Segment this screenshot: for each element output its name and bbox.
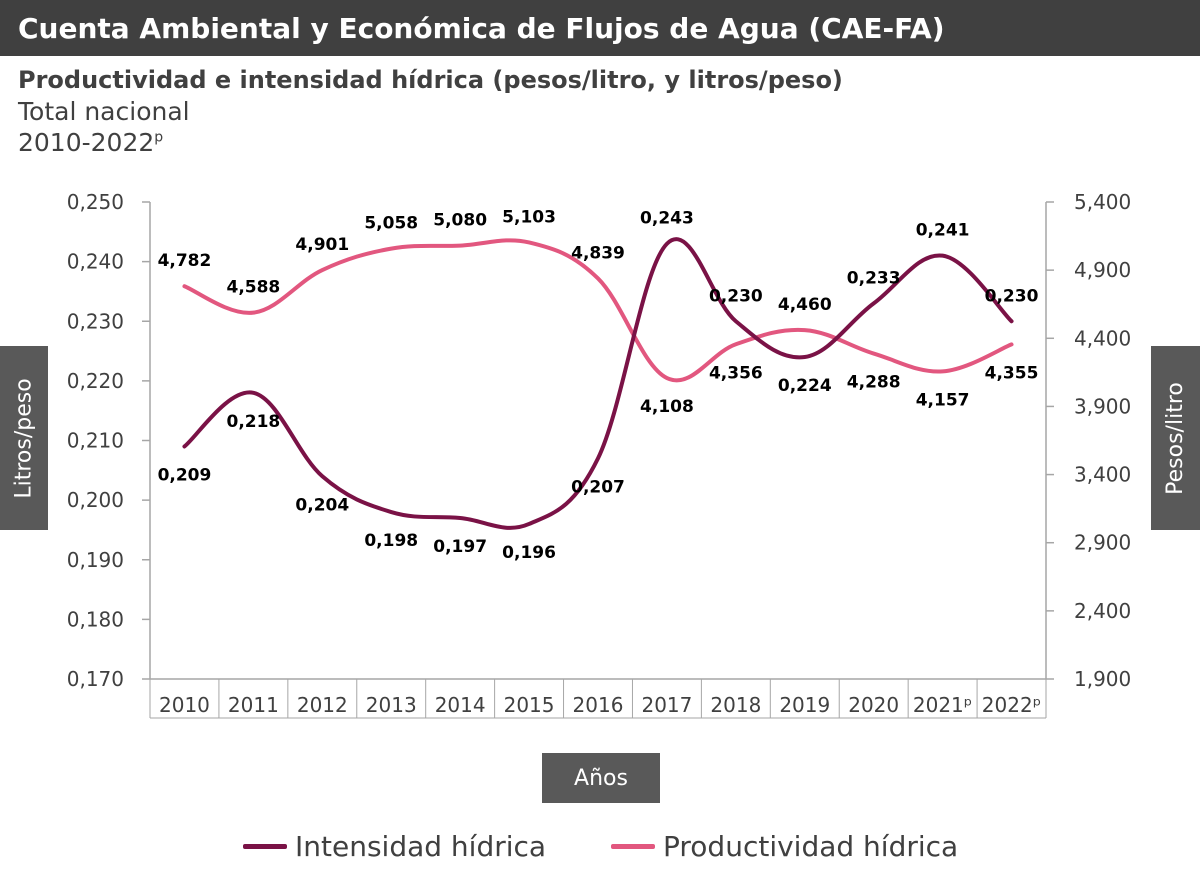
data-label-productividad: 4,460 [778,295,832,315]
legend-label-productividad: Productividad hídrica [663,830,959,863]
series-line-intensidad [182,237,1014,530]
left-axis-tick-label: 0,170 [67,667,124,691]
period-preliminary-mark: p [154,129,164,146]
left-axis-tick-label: 0,200 [67,488,124,512]
data-label-productividad: 4,108 [640,397,694,417]
data-label-productividad: 4,355 [985,363,1039,383]
header-title: Cuenta Ambiental y Económica de Flujos d… [18,12,945,45]
right-axis-tick-label: 3,400 [1074,463,1131,487]
left-axis-tick-label: 0,180 [67,607,124,631]
chart-subtitle-period: 2010-2022p [18,128,163,157]
data-label-productividad: 4,356 [709,363,763,383]
data-label-productividad: 4,288 [847,373,901,393]
x-axis-tick-label: 2018 [710,693,761,717]
x-axis-tick-label: 2010 [159,693,210,717]
x-axis-tick-label: 2020 [848,693,899,717]
data-label-intensidad: 0,224 [778,376,832,396]
x-axis-title-box: Años [542,753,660,803]
right-axis-tick-label: 1,900 [1074,667,1131,691]
left-axis-title: Litros/peso [11,377,37,499]
data-label-productividad: 4,157 [916,390,970,410]
x-axis-tick-label: 2022ᵖ [982,693,1041,717]
data-label-productividad: 5,058 [364,214,418,234]
x-axis-tick-label: 2011 [228,693,279,717]
data-label-intensidad: 0,230 [709,286,763,306]
x-axis-tick-label: 2021ᵖ [913,693,972,717]
data-label-intensidad: 0,197 [433,537,487,557]
left-axis-tick-label: 0,250 [67,190,124,214]
series-line-productividad [182,238,1014,383]
chart-subtitle-scope: Total nacional [18,97,190,126]
data-label-intensidad: 0,198 [364,531,418,551]
x-axis-title: Años [574,765,628,791]
data-label-productividad: 4,782 [158,251,212,271]
right-axis-tick-label: 2,400 [1074,599,1131,623]
data-label-intensidad: 0,243 [640,209,694,229]
legend-label-intensidad: Intensidad hídrica [295,830,547,863]
left-axis-tick-label: 0,190 [67,548,124,572]
data-label-intensidad: 0,196 [502,543,556,563]
x-axis-tick-label: 2014 [435,693,486,717]
data-label-productividad: 4,839 [571,243,625,263]
x-axis-tick-label: 2012 [297,693,348,717]
data-label-intensidad: 0,241 [916,221,970,241]
data-label-intensidad: 0,207 [571,477,625,497]
legend-item-productividad: Productividad hídrica [611,830,958,863]
data-label-intensidad: 0,230 [985,286,1039,306]
left-axis-tick-label: 0,220 [67,369,124,393]
legend-swatch-intensidad [243,844,287,849]
right-axis-tick-label: 4,900 [1074,258,1131,282]
chart-title: Productividad e intensidad hídrica (peso… [18,66,843,94]
legend-item-intensidad: Intensidad hídrica [243,830,546,863]
period-range: 2010-2022 [18,128,155,157]
right-axis-tick-label: 3,900 [1074,394,1131,418]
data-label-productividad: 5,103 [502,207,556,227]
left-axis-tick-label: 0,240 [67,250,124,274]
header-bar: Cuenta Ambiental y Económica de Flujos d… [0,0,1200,56]
right-axis-tick-label: 4,400 [1074,326,1131,350]
data-label-intensidad: 0,233 [847,268,901,288]
right-axis-title-box: Pesos/litro [1151,346,1200,530]
right-axis-tick-label: 2,900 [1074,531,1131,555]
left-axis-title-box: Litros/peso [0,346,48,530]
data-label-productividad: 4,901 [295,235,349,255]
x-axis-tick-label: 2013 [366,693,417,717]
legend: Intensidad hídrica Productividad hídrica [0,830,1200,870]
left-axis-tick-label: 0,210 [67,429,124,453]
data-label-intensidad: 0,204 [295,495,349,515]
data-label-intensidad: 0,209 [158,465,212,485]
x-axis-tick-label: 2017 [641,693,692,717]
right-axis-title: Pesos/litro [1163,381,1188,495]
right-axis-tick-label: 5,400 [1074,190,1131,214]
legend-swatch-productividad [611,844,655,849]
data-label-productividad: 4,588 [226,278,280,298]
x-axis-tick-label: 2015 [504,693,555,717]
data-label-intensidad: 0,218 [226,412,280,432]
x-axis-tick-label: 2016 [573,693,624,717]
x-axis-tick-label: 2019 [779,693,830,717]
left-axis-tick-label: 0,230 [67,309,124,333]
data-label-productividad: 5,080 [433,211,487,231]
